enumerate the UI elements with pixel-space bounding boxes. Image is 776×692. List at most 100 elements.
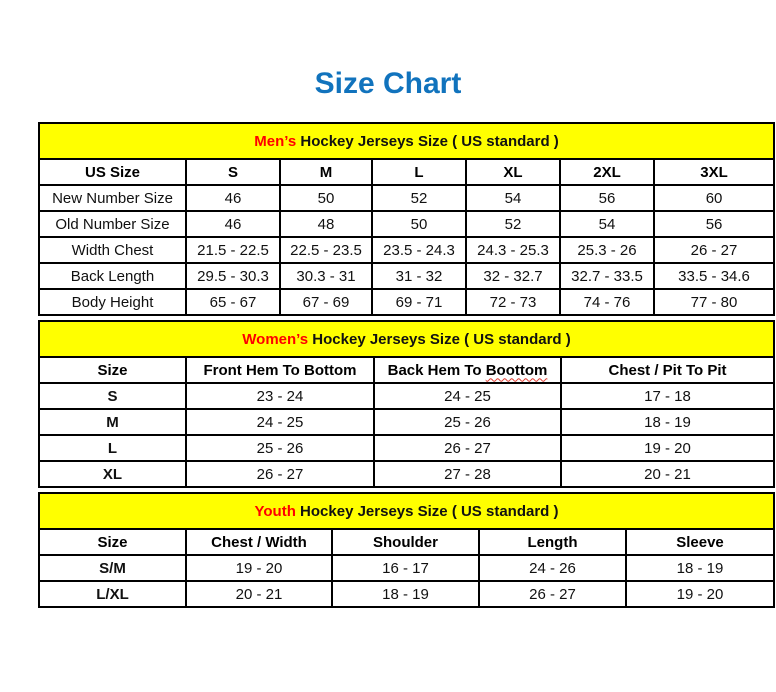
value-cell: 18 - 19	[331, 580, 480, 608]
value-cell: 52	[465, 210, 561, 238]
value-cell: 25 - 26	[373, 408, 562, 436]
value-cell: 20 - 21	[559, 460, 776, 488]
womens-section-header-cell: Women’s Hockey Jerseys Size ( US standar…	[37, 320, 776, 358]
column-header-cell: 2XL	[559, 158, 655, 186]
value-cell: 72 - 73	[465, 288, 561, 316]
row-label-cell: Old Number Size	[38, 210, 187, 238]
row-label-cell: Back Length	[38, 262, 187, 290]
value-cell: 22.5 - 23.5	[279, 236, 373, 264]
youth-section-header-cell: Youth Hockey Jerseys Size ( US standard …	[38, 492, 775, 530]
table-row: Body Height 65 - 67 67 - 69 69 - 71 72 -…	[38, 288, 776, 316]
value-cell: 21.5 - 22.5	[185, 236, 281, 264]
tables-container: Men’s Hockey Jerseys Size ( US standard …	[37, 122, 776, 608]
column-header-cell: Size	[38, 356, 187, 384]
row-label-cell: S	[38, 382, 187, 410]
value-cell: 32 - 32.7	[465, 262, 561, 290]
table-row: L/XL 20 - 21 18 - 19 26 - 27 19 - 20	[38, 580, 775, 608]
value-cell: 29.5 - 30.3	[185, 262, 281, 290]
youth-section-highlight: Youth	[254, 502, 296, 520]
row-label-cell: Width Chest	[38, 236, 187, 264]
row-label-cell: L/XL	[38, 580, 187, 608]
value-cell: 25.3 - 26	[559, 236, 655, 264]
value-cell: 60	[652, 184, 776, 212]
table-row: Width Chest 21.5 - 22.5 22.5 - 23.5 23.5…	[38, 236, 776, 264]
row-label-cell: Body Height	[38, 288, 187, 316]
value-cell: 65 - 67	[185, 288, 281, 316]
table-row: Old Number Size 46 48 50 52 54 56	[38, 210, 776, 238]
value-cell: 52	[371, 184, 467, 212]
column-header-cell: S	[185, 158, 281, 186]
table-row: S/M 19 - 20 16 - 17 24 - 26 18 - 19	[38, 554, 775, 582]
value-cell: 18 - 19	[625, 554, 775, 582]
value-cell: 26 - 27	[373, 434, 562, 462]
table-row: Back Length 29.5 - 30.3 30.3 - 31 31 - 3…	[38, 262, 776, 290]
value-cell: 50	[279, 184, 373, 212]
value-cell: 74 - 76	[559, 288, 655, 316]
value-cell: 24.3 - 25.3	[465, 236, 561, 264]
column-header-cell: Sleeve	[625, 528, 775, 556]
value-cell: 77 - 80	[652, 288, 776, 316]
value-cell: 24 - 26	[478, 554, 627, 582]
page-title: Size Chart	[314, 67, 462, 100]
value-cell: 54	[559, 210, 655, 238]
table-row: S 23 - 24 24 - 25 17 - 18	[38, 382, 776, 410]
value-cell: 19 - 20	[625, 580, 775, 608]
column-header-cell: Length	[478, 528, 627, 556]
womens-size-table: Women’s Hockey Jerseys Size ( US standar…	[37, 320, 776, 488]
mens-size-table: Men’s Hockey Jerseys Size ( US standard …	[37, 122, 776, 316]
column-header-cell: Size	[38, 528, 187, 556]
column-header-text: Back Hem To	[387, 361, 486, 379]
mens-section-highlight: Men’s	[254, 132, 297, 150]
value-cell: 30.3 - 31	[279, 262, 373, 290]
column-header-cell: Shoulder	[331, 528, 480, 556]
value-cell: 48	[279, 210, 373, 238]
value-cell: 54	[465, 184, 561, 212]
value-cell: 46	[185, 184, 281, 212]
column-header-cell: 3XL	[652, 158, 776, 186]
row-label-cell: New Number Size	[38, 184, 187, 212]
column-header-cell: Chest / Width	[185, 528, 333, 556]
value-cell: 20 - 21	[185, 580, 333, 608]
womens-section-highlight: Women’s	[242, 330, 309, 348]
misspelled-word: Boottom	[485, 361, 548, 379]
table-row: XL 26 - 27 27 - 28 20 - 21	[38, 460, 776, 488]
value-cell: 17 - 18	[559, 382, 776, 410]
table-row: M 24 - 25 25 - 26 18 - 19	[38, 408, 776, 436]
value-cell: 25 - 26	[185, 434, 375, 462]
mens-section-header-row: Men’s Hockey Jerseys Size ( US standard …	[37, 122, 776, 160]
value-cell: 24 - 25	[185, 408, 375, 436]
youth-size-table: Youth Hockey Jerseys Size ( US standard …	[38, 492, 775, 608]
column-header-cell: Chest / Pit To Pit	[559, 356, 776, 384]
value-cell: 23.5 - 24.3	[371, 236, 467, 264]
row-label-cell: S/M	[38, 554, 187, 582]
column-header-cell: Back Hem To Boottom	[373, 356, 562, 384]
value-cell: 23 - 24	[185, 382, 375, 410]
column-header-cell: M	[279, 158, 373, 186]
column-header-cell: XL	[465, 158, 561, 186]
value-cell: 46	[185, 210, 281, 238]
womens-column-header-row: Size Front Hem To Bottom Back Hem To Boo…	[38, 356, 776, 384]
column-header-cell: Front Hem To Bottom	[185, 356, 375, 384]
value-cell: 16 - 17	[331, 554, 480, 582]
value-cell: 26 - 27	[185, 460, 375, 488]
column-header-cell: L	[371, 158, 467, 186]
value-cell: 27 - 28	[373, 460, 562, 488]
womens-section-title-rest: Hockey Jerseys Size ( US standard )	[308, 330, 571, 348]
value-cell: 26 - 27	[478, 580, 627, 608]
value-cell: 26 - 27	[652, 236, 776, 264]
row-label-cell: L	[38, 434, 187, 462]
youth-section-header-row: Youth Hockey Jerseys Size ( US standard …	[38, 492, 775, 530]
youth-section-title-rest: Hockey Jerseys Size ( US standard )	[295, 502, 559, 520]
value-cell: 19 - 20	[559, 434, 776, 462]
row-label-cell: XL	[38, 460, 187, 488]
table-row: L 25 - 26 26 - 27 19 - 20	[38, 434, 776, 462]
value-cell: 24 - 25	[373, 382, 562, 410]
value-cell: 56	[559, 184, 655, 212]
value-cell: 18 - 19	[559, 408, 776, 436]
value-cell: 67 - 69	[279, 288, 373, 316]
value-cell: 19 - 20	[185, 554, 333, 582]
column-header-cell: US Size	[38, 158, 187, 186]
youth-column-header-row: Size Chest / Width Shoulder Length Sleev…	[38, 528, 775, 556]
value-cell: 56	[652, 210, 776, 238]
